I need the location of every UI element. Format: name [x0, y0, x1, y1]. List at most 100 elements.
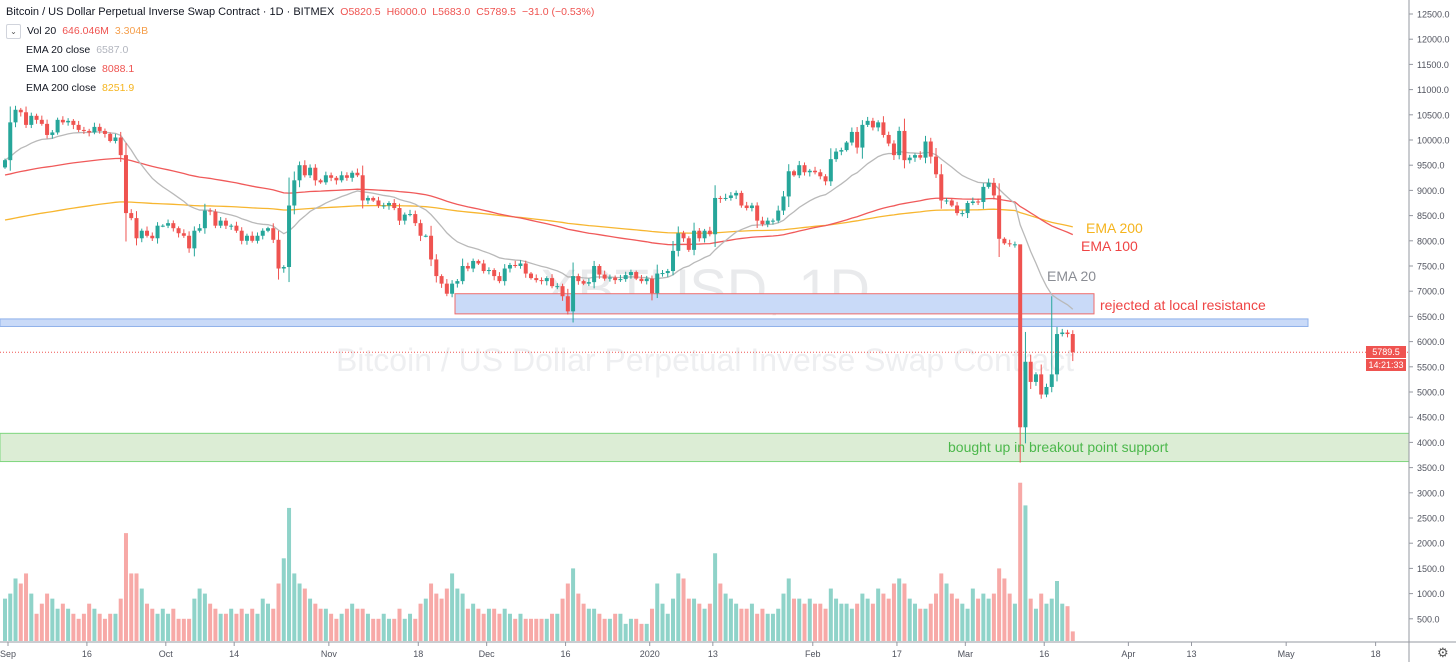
candle-body	[855, 131, 860, 148]
candle-body	[949, 200, 954, 206]
volume-bar	[676, 573, 681, 641]
price-axis-label: 9500.0	[1417, 161, 1445, 171]
candle-body	[276, 239, 281, 269]
candle-body	[902, 130, 907, 161]
volume-bar	[970, 588, 975, 641]
candle-body	[397, 208, 402, 221]
volume-bar	[334, 618, 339, 641]
ohlc-close: C5789.5	[476, 6, 516, 18]
candle-body	[571, 276, 576, 312]
volume-bar	[492, 608, 497, 641]
candle-body	[202, 210, 207, 229]
volume-bar	[586, 608, 591, 641]
volume-bar	[497, 613, 502, 641]
volume-bar	[123, 533, 128, 641]
volume-bar	[45, 593, 50, 641]
settings-gear-icon[interactable]: ⚙	[1437, 645, 1449, 660]
volume-bar	[634, 618, 639, 641]
candle-body	[344, 175, 349, 178]
volume-bar	[202, 593, 207, 641]
candle-body	[676, 233, 681, 251]
ema20-label[interactable]: EMA 20 close	[26, 44, 91, 56]
volume-bar	[513, 618, 518, 641]
candle-body	[550, 278, 555, 287]
volume-bar	[113, 613, 118, 641]
time-axis-label: 13	[1186, 649, 1196, 659]
volume-bar	[1039, 593, 1044, 641]
volume-bar	[576, 593, 581, 641]
ema100-line	[4, 157, 1074, 246]
volume-bar	[365, 613, 370, 641]
candle-body	[486, 270, 491, 272]
time-axis-label: Mar	[958, 649, 974, 659]
volume-bar	[1002, 578, 1007, 641]
price-axis-label: 6500.0	[1417, 312, 1445, 322]
volume-bar	[239, 608, 244, 641]
price-axis-label: 8500.0	[1417, 211, 1445, 221]
ema200-label[interactable]: EMA 200 close	[26, 82, 97, 94]
volume-bar	[981, 593, 986, 641]
candle-body	[134, 218, 139, 239]
local-resistance-zone	[454, 293, 1095, 315]
ema20-row: EMA 20 close 6587.0	[6, 41, 594, 60]
volume-bar	[481, 613, 486, 641]
volume-bar	[344, 608, 349, 641]
candle-body	[439, 276, 444, 284]
candle-body	[586, 282, 591, 284]
volume-bar	[881, 593, 886, 641]
price-axis-label: 3000.0	[1417, 488, 1445, 498]
candle-body	[955, 205, 960, 214]
chevron-down-icon[interactable]: ⌄	[6, 24, 21, 39]
candle-body	[266, 228, 270, 231]
volume-bar	[439, 598, 444, 641]
candle-body	[339, 175, 344, 181]
candle-body	[376, 200, 381, 206]
candle-body	[797, 165, 802, 176]
candle-body	[71, 120, 76, 125]
symbol-title[interactable]: Bitcoin / US Dollar Perpetual Inverse Sw…	[6, 6, 335, 18]
candle-body	[481, 263, 486, 272]
price-axis-label: 3500.0	[1417, 463, 1445, 473]
volume-bar	[623, 623, 628, 641]
volume-label[interactable]: Vol 20	[27, 25, 57, 37]
countdown-tag: 14:21:33	[1366, 359, 1406, 371]
candle-body	[350, 172, 355, 178]
volume-bar	[355, 608, 360, 641]
candle-body	[534, 278, 539, 281]
candle-body	[613, 277, 618, 281]
time-axis-label: May	[1278, 649, 1296, 659]
candle-body	[770, 220, 775, 222]
candle-body	[176, 228, 181, 234]
price-axis-label: 11500.0	[1417, 60, 1449, 70]
candle-body	[939, 174, 944, 201]
volume-bar	[523, 618, 528, 641]
volume-bar	[870, 603, 875, 641]
candle-body	[986, 182, 991, 187]
volume-bar	[1023, 505, 1028, 641]
time-axis-label: 14	[229, 649, 239, 659]
candle-body	[660, 273, 665, 275]
volume-bar	[828, 588, 833, 641]
ema100-label[interactable]: EMA 100 close	[26, 63, 97, 75]
volume-bar	[849, 608, 854, 641]
candle-body	[492, 270, 497, 277]
volume-bar	[302, 588, 307, 641]
time-axis-label: Apr	[1121, 649, 1135, 659]
volume-bar	[686, 598, 691, 641]
candle-body	[197, 228, 202, 231]
candle-body	[318, 180, 323, 183]
candle-body	[618, 279, 623, 281]
volume-bar	[707, 603, 712, 641]
candle-body	[297, 165, 302, 181]
symbol-row: Bitcoin / US Dollar Perpetual Inverse Sw…	[6, 3, 594, 22]
price-axis-label: 12000.0	[1417, 35, 1450, 45]
candle-body	[728, 195, 733, 198]
candle-body	[607, 277, 612, 279]
candle-body	[502, 268, 507, 282]
candle-body	[1039, 374, 1044, 395]
candle-body	[649, 278, 654, 294]
volume-bar	[844, 603, 849, 641]
candle-body	[513, 264, 518, 266]
candle-body	[129, 213, 134, 219]
